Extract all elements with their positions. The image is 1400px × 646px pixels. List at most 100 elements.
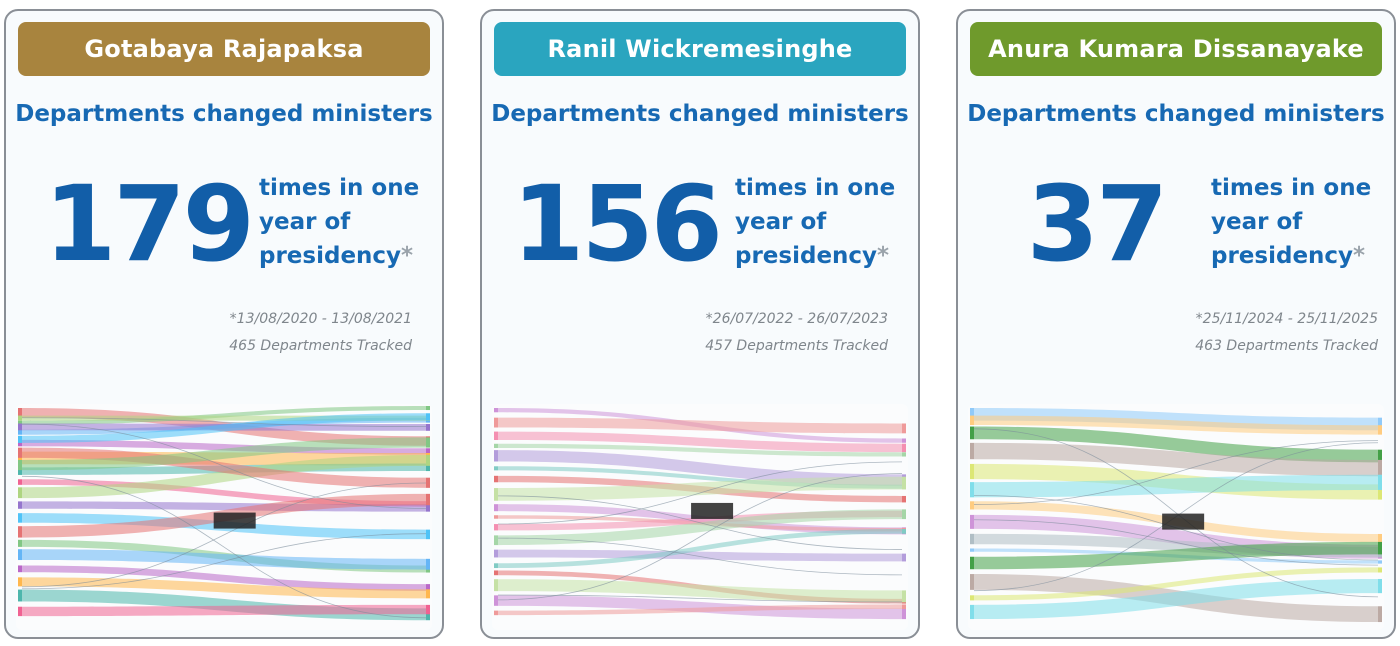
sankey-flow — [22, 437, 426, 471]
sankey-node-right — [1378, 449, 1382, 463]
sankey-node-right — [902, 452, 906, 457]
stat-line-2: year of — [259, 209, 351, 235]
sankey-node-left — [494, 443, 498, 449]
stat-line-3: presidency* — [1211, 239, 1394, 273]
stat-line-3-text: presidency — [735, 243, 878, 269]
stat-description: times in one year of presidency* — [735, 171, 918, 273]
sankey-node-left — [494, 431, 498, 441]
sankey-node-left — [18, 439, 22, 447]
sankey-flow — [974, 415, 1378, 435]
sankey-node-left — [970, 482, 974, 498]
sankey-thin-flow — [973, 440, 1379, 505]
footnote-asterisk: * — [877, 243, 890, 269]
sankey-node-right — [426, 477, 430, 488]
card-subtitle: Departments changed ministers — [967, 101, 1385, 127]
sankey-node-left — [970, 501, 974, 510]
minister-change-count: 179 — [43, 163, 255, 285]
sankey-node-left — [18, 408, 22, 418]
sankey-node-left — [970, 604, 974, 620]
sankey-node-right — [426, 413, 430, 421]
sankey-flow — [498, 431, 902, 453]
sankey-node-left — [18, 451, 22, 465]
sankey-node-left — [970, 408, 974, 421]
sankey-node-right — [1378, 578, 1382, 594]
sankey-node-left — [494, 563, 498, 569]
sankey-flow — [498, 528, 902, 569]
sankey-flow — [974, 578, 1378, 620]
sankey-node-right — [902, 590, 906, 603]
sankey-node-left — [494, 610, 498, 616]
stat-line-3: presidency* — [259, 239, 442, 273]
president-name-banner: Ranil Wickremesinghe — [494, 22, 906, 76]
sankey-node-left — [494, 475, 498, 483]
sankey-node-left — [18, 565, 22, 573]
sankey-node-left — [494, 595, 498, 606]
sankey-thin-flow — [21, 482, 427, 588]
sankey-node-left — [18, 549, 22, 561]
sankey-node-right — [426, 455, 430, 466]
sankey-node-left — [970, 595, 974, 601]
sankey-node-left — [970, 463, 974, 480]
sankey-node-left — [18, 487, 22, 499]
sankey-node-right — [902, 495, 906, 503]
sankey-thin-flow — [21, 417, 427, 427]
sankey-node-right — [426, 558, 430, 570]
date-range: *26/07/2022 - 26/07/2023 — [705, 311, 888, 327]
sankey-node-left — [18, 501, 22, 509]
stat-description: times in one year of presidency* — [259, 171, 442, 273]
sankey-node-left — [18, 479, 22, 485]
sankey-node-left — [18, 606, 22, 617]
sankey-flow — [498, 579, 902, 603]
president-name: Ranil Wickremesinghe — [547, 35, 853, 63]
sankey-node-right — [902, 423, 906, 434]
sankey-node-left — [18, 526, 22, 538]
sankey-node-right — [1378, 474, 1382, 490]
sankey-node-left — [18, 423, 22, 431]
sankey-thin-flow — [21, 423, 427, 509]
sankey-diagram — [16, 404, 432, 630]
footnote-asterisk: * — [401, 243, 414, 269]
sankey-node-right — [426, 406, 430, 411]
stat-description: times in one year of presidency* — [1211, 171, 1394, 273]
sankey-node-right — [1378, 417, 1382, 431]
departments-tracked: 463 Departments Tracked — [1195, 338, 1378, 354]
stat-line-2: year of — [1211, 209, 1303, 235]
sankey-node-left — [18, 467, 22, 475]
sankey-thin-flow — [973, 428, 1379, 598]
sankey-node-right — [1378, 567, 1382, 573]
card-subtitle: Departments changed ministers — [15, 101, 433, 127]
sankey-node-left — [970, 548, 974, 552]
sankey-node-right — [902, 528, 906, 534]
sankey-flow — [498, 604, 902, 616]
sankey-node-right — [1378, 541, 1382, 555]
sankey-tooltip — [1162, 513, 1205, 530]
sankey-node-right — [426, 529, 430, 540]
sankey-node-right — [902, 443, 906, 453]
sankey-node-left — [970, 556, 974, 570]
sankey-flow — [22, 455, 426, 499]
sankey-node-left — [494, 570, 498, 576]
date-range: *13/08/2020 - 13/08/2021 — [229, 311, 412, 327]
sankey-thin-flow — [21, 533, 427, 590]
sankey-flow — [498, 549, 902, 562]
sankey-flow — [22, 565, 426, 591]
sankey-node-left — [494, 488, 498, 501]
sankey-flow — [498, 443, 902, 457]
stat-line-3: presidency* — [735, 239, 918, 273]
sankey-node-left — [494, 450, 498, 462]
sankey-flow — [498, 476, 902, 501]
sankey-node-left — [18, 539, 22, 547]
stat-line-2: year of — [735, 209, 827, 235]
sankey-flow — [974, 474, 1378, 498]
sankey-node-right — [426, 448, 430, 455]
sankey-node-left — [494, 515, 498, 519]
stat-line-3-text: presidency — [259, 243, 402, 269]
stat-line-1: times in one — [259, 175, 420, 201]
sankey-node-right — [1378, 425, 1382, 435]
sankey-thin-flow — [497, 473, 903, 601]
sankey-node-left — [970, 514, 974, 529]
sankey-node-right — [426, 424, 430, 431]
sankey-thin-flow — [497, 495, 903, 550]
sankey-thin-flow — [21, 475, 427, 619]
sankey-flow — [22, 549, 426, 570]
